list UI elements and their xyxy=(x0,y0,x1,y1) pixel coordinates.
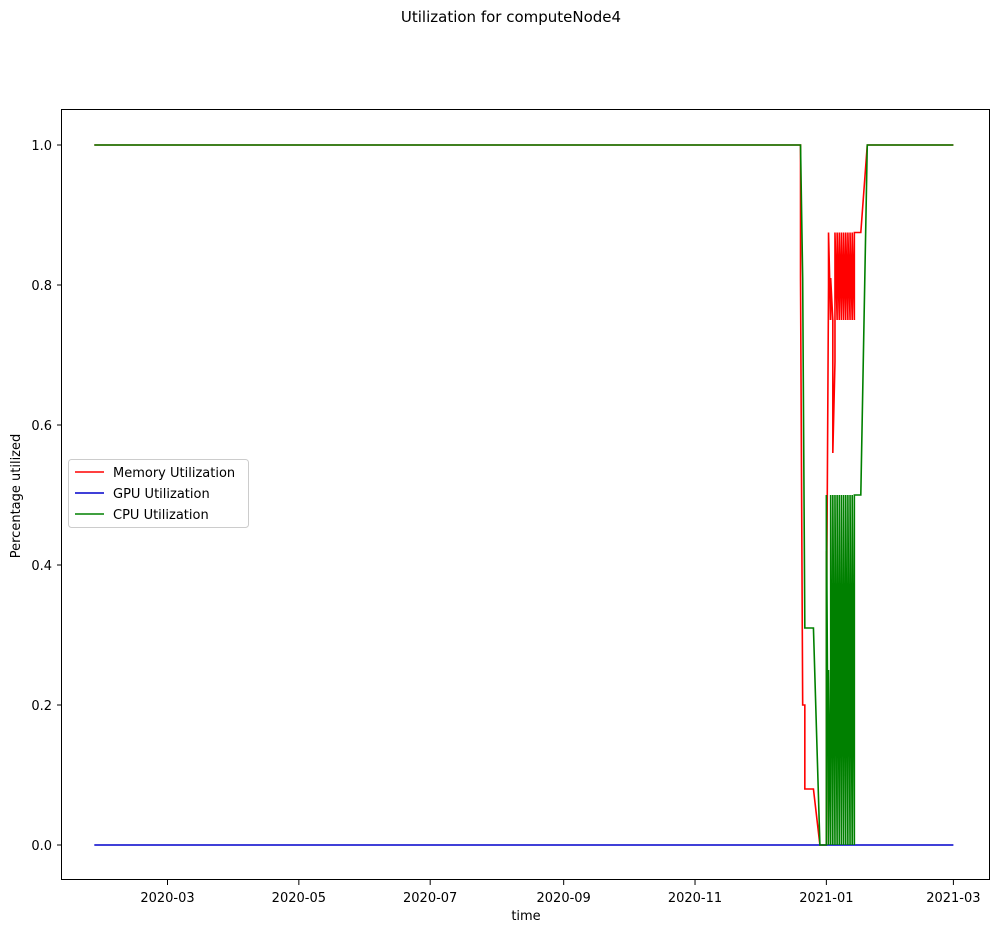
legend: Memory Utilization GPU Utilization CPU U… xyxy=(68,459,249,528)
y-tick-label: 0.6 xyxy=(31,419,52,434)
x-tick-label: 2021-03 xyxy=(926,891,980,906)
series-layer xyxy=(94,144,954,846)
x-axis-label: time xyxy=(511,909,540,924)
y-tick-label: 0.4 xyxy=(31,559,52,574)
y-axis-label: Percentage utilized xyxy=(9,434,24,559)
series-line-cpu-utilization xyxy=(94,144,954,846)
legend-label-cpu: CPU Utilization xyxy=(113,508,209,523)
y-tick-label: 0.0 xyxy=(31,839,52,854)
x-tick-label: 2020-09 xyxy=(537,891,591,906)
y-tick-label: 0.2 xyxy=(31,699,52,714)
x-tick-label: 2020-11 xyxy=(668,891,722,906)
y-axis-ticks: 0.0 0.2 0.4 0.6 0.8 1.0 xyxy=(31,139,62,854)
legend-label-memory: Memory Utilization xyxy=(113,466,235,481)
x-tick-label: 2020-03 xyxy=(140,891,194,906)
legend-label-gpu: GPU Utilization xyxy=(113,487,210,502)
x-tick-label: 2020-05 xyxy=(272,891,326,906)
x-tick-label: 2021-01 xyxy=(799,891,853,906)
chart-title: Utilization for computeNode4 xyxy=(401,8,621,26)
y-tick-label: 0.8 xyxy=(31,279,52,294)
x-tick-label: 2020-07 xyxy=(403,891,457,906)
legend-frame xyxy=(68,459,249,528)
x-axis-ticks: 2020-03 2020-05 2020-07 2020-09 2020-11 2021-… xyxy=(140,880,981,906)
y-tick-label: 1.0 xyxy=(31,139,52,154)
